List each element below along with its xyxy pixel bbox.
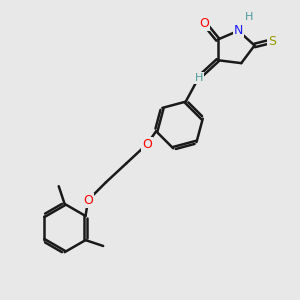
Text: O: O: [142, 138, 152, 151]
Text: N: N: [234, 24, 243, 37]
Text: O: O: [83, 194, 93, 207]
Text: H: H: [244, 13, 253, 22]
Text: O: O: [200, 17, 209, 30]
Text: S: S: [268, 34, 276, 48]
Text: H: H: [194, 73, 203, 83]
